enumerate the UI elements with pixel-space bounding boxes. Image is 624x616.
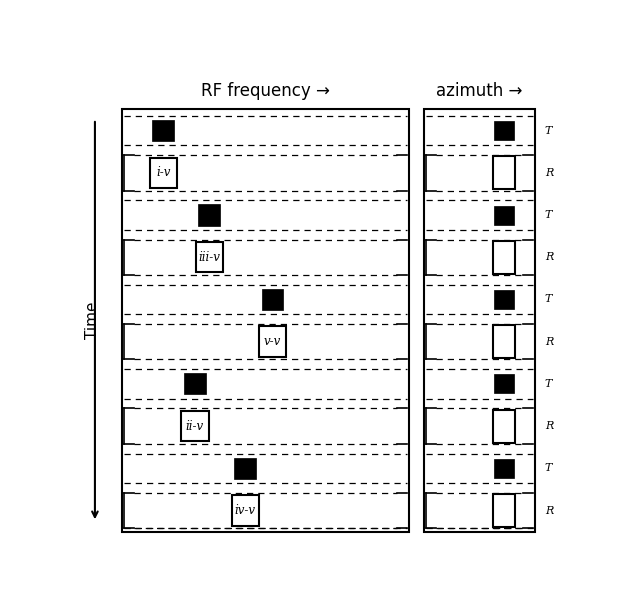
Text: T: T	[545, 126, 552, 136]
Text: T: T	[545, 210, 552, 220]
Text: T: T	[545, 379, 552, 389]
Text: i-v: i-v	[156, 166, 170, 179]
Text: iv-v: iv-v	[235, 504, 256, 517]
Bar	[122, 110, 409, 532]
Text: T: T	[545, 463, 552, 473]
Bar	[259, 326, 286, 357]
Text: T: T	[545, 294, 552, 304]
Bar	[493, 241, 515, 274]
Bar	[195, 242, 223, 272]
Text: Time: Time	[85, 302, 100, 339]
Text: RF frequency →: RF frequency →	[201, 81, 330, 100]
Text: R: R	[545, 421, 553, 431]
Bar	[262, 289, 283, 310]
Bar	[494, 459, 514, 478]
Bar	[152, 120, 174, 141]
Text: v-v: v-v	[264, 335, 281, 348]
Bar	[235, 458, 256, 479]
Bar	[494, 121, 514, 140]
Text: azimuth →: azimuth →	[436, 81, 522, 100]
Bar	[150, 158, 177, 188]
Text: R: R	[545, 252, 553, 262]
Bar	[493, 156, 515, 189]
Text: R: R	[545, 506, 553, 516]
Bar	[493, 494, 515, 527]
Text: R: R	[545, 168, 553, 178]
Bar	[494, 375, 514, 394]
Bar	[198, 205, 220, 225]
Text: iii-v: iii-v	[198, 251, 220, 264]
Bar	[232, 495, 259, 525]
Bar	[494, 206, 514, 224]
Bar	[424, 110, 535, 532]
Text: R: R	[545, 337, 553, 347]
Bar	[494, 290, 514, 309]
Text: ii-v: ii-v	[186, 419, 204, 432]
Bar	[493, 410, 515, 442]
Bar	[493, 325, 515, 358]
Bar	[184, 373, 206, 394]
Bar	[181, 411, 208, 441]
